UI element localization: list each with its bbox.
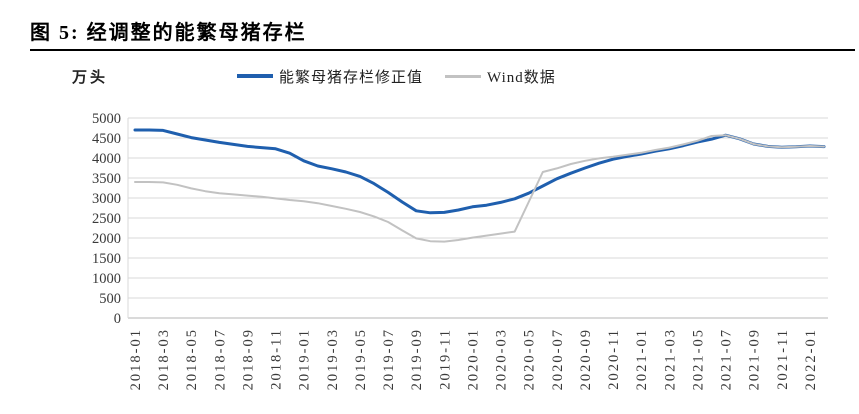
x-tick-label: 2020-05 (522, 328, 538, 390)
y-tick-label: 5000 (92, 111, 121, 127)
x-tick-label: 2018-11 (269, 328, 285, 390)
legend-item-wind: Wind数据 (445, 66, 556, 87)
x-tick-label: 2018-01 (128, 328, 144, 390)
x-tick-label: 2019-07 (381, 328, 397, 390)
x-tick-label: 2020-07 (550, 328, 566, 390)
x-tick-label: 2019-05 (353, 328, 369, 390)
y-tick-label: 2500 (92, 211, 121, 227)
y-tick-label: 2000 (92, 231, 121, 247)
x-tick-label: 2019-03 (325, 328, 341, 390)
legend-label-wind: Wind数据 (487, 69, 556, 86)
x-tick-label: 2020-09 (578, 328, 594, 390)
title-divider (30, 49, 855, 51)
x-tick-label: 2021-05 (690, 328, 706, 390)
x-tick-label: 2021-09 (747, 328, 763, 390)
x-tick-label: 2019-11 (437, 328, 453, 390)
x-tick-label: 2019-01 (297, 328, 313, 390)
x-tick-label: 2022-01 (803, 328, 819, 390)
y-tick-label: 4500 (92, 131, 121, 147)
x-tick-label: 2019-09 (409, 328, 425, 390)
y-tick-label: 1000 (92, 271, 121, 287)
legend-label-corrected: 能繁母猪存栏修正值 (279, 69, 424, 86)
x-tick-label: 2020-01 (465, 328, 481, 390)
corrected-series-line-swatch (237, 74, 273, 78)
x-tick-label: 2018-05 (184, 328, 200, 390)
legend-item-corrected: 能繁母猪存栏修正值 (237, 66, 423, 87)
series-line-wind (134, 134, 825, 243)
x-tick-label: 2018-03 (156, 328, 172, 390)
x-tick-label: 2020-11 (606, 328, 622, 390)
y-tick-label: 500 (99, 291, 121, 307)
y-tick-label: 3000 (92, 191, 121, 207)
x-tick-label: 2021-11 (775, 328, 791, 390)
x-tick-label: 2021-03 (662, 328, 678, 390)
x-tick-label: 2020-03 (494, 328, 510, 390)
y-tick-label: 1500 (92, 251, 121, 267)
chart-legend: 能繁母猪存栏修正值 Wind数据 (237, 66, 556, 86)
y-tick-label: 0 (114, 311, 121, 327)
series-line-corrected (133, 128, 826, 215)
x-tick-label: 2018-09 (240, 328, 256, 390)
y-tick-label: 3500 (92, 171, 121, 187)
x-tick-label: 2021-01 (634, 328, 650, 390)
y-axis-unit-label: 万头 (72, 70, 109, 86)
figure-title: 图 5: 经调整的能繁母猪存栏 (30, 22, 307, 44)
x-tick-label: 2021-07 (719, 328, 735, 390)
y-tick-label: 4000 (92, 151, 121, 167)
x-tick-label: 2018-07 (212, 328, 228, 390)
wind-series-line-swatch (445, 74, 482, 78)
